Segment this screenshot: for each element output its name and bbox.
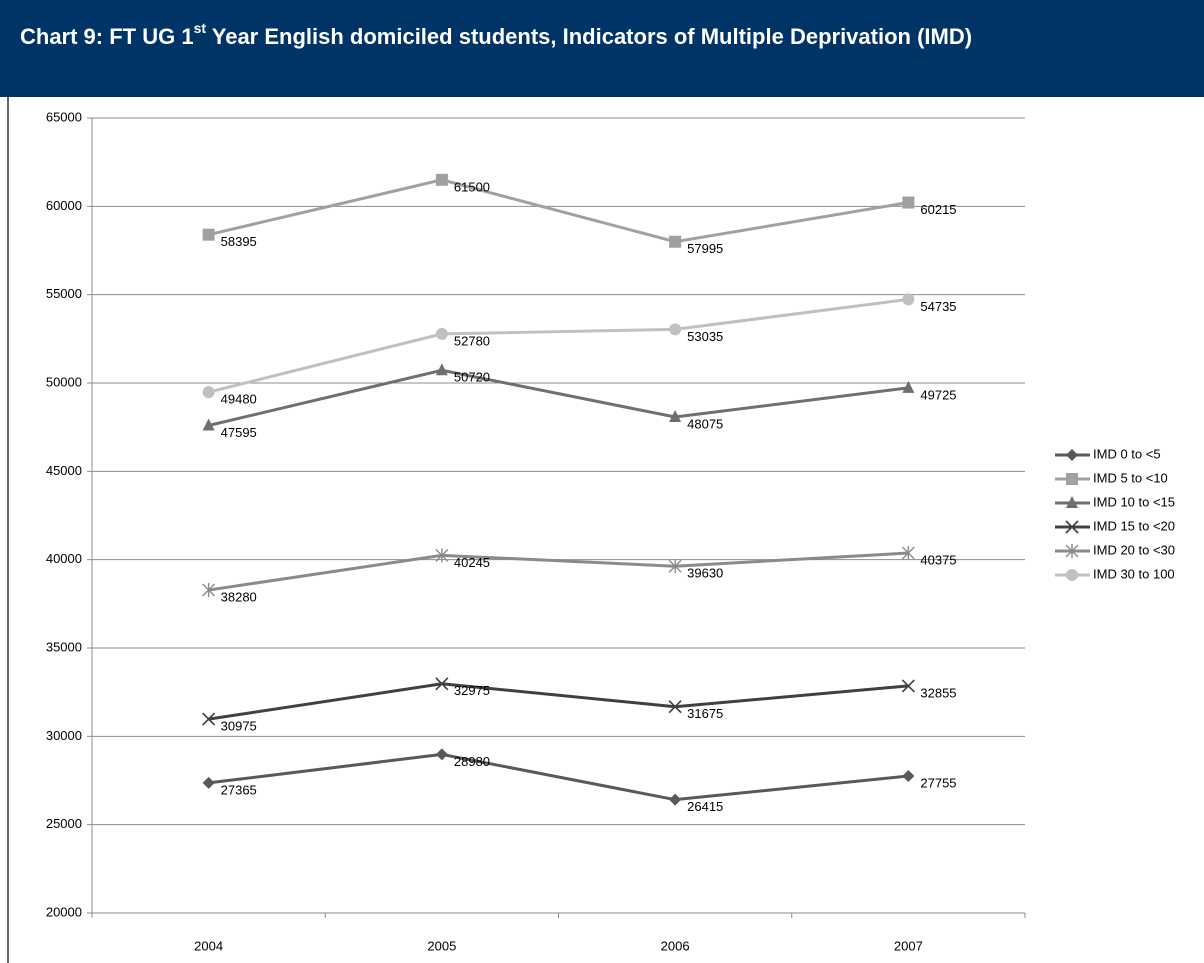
data-label: 49480 bbox=[221, 392, 257, 407]
data-label: 61500 bbox=[454, 179, 490, 194]
series-line bbox=[208, 682, 909, 721]
marker bbox=[902, 769, 915, 782]
marker bbox=[1066, 496, 1078, 508]
marker bbox=[435, 363, 448, 376]
data-label: 27365 bbox=[221, 782, 257, 797]
y-tick-label: 35000 bbox=[46, 639, 82, 654]
data-label: 40245 bbox=[454, 555, 490, 570]
y-tick-label: 40000 bbox=[46, 551, 82, 566]
x-tick-label: 2005 bbox=[427, 938, 456, 953]
legend-label: IMD 5 to <10 bbox=[1093, 470, 1168, 485]
y-tick-label: 55000 bbox=[46, 286, 82, 301]
marker bbox=[1065, 520, 1079, 534]
data-label: 31675 bbox=[687, 706, 723, 721]
series-line bbox=[208, 752, 909, 802]
title-part: Chart 9: FT UG 1 bbox=[20, 24, 194, 49]
x-tick-label: 2006 bbox=[661, 938, 690, 953]
marker bbox=[435, 173, 448, 186]
x-tick-label: 2007 bbox=[894, 938, 923, 953]
marker bbox=[902, 196, 915, 209]
series-line bbox=[208, 178, 909, 244]
marker bbox=[669, 235, 682, 248]
y-tick-label: 20000 bbox=[46, 904, 82, 919]
marker bbox=[202, 712, 216, 726]
data-label: 60215 bbox=[920, 202, 956, 217]
data-label: 57995 bbox=[687, 241, 723, 256]
data-label: 27755 bbox=[920, 775, 956, 790]
y-tick-label: 25000 bbox=[46, 816, 82, 831]
marker bbox=[202, 418, 215, 431]
data-label: 54735 bbox=[920, 299, 956, 314]
data-label: 26415 bbox=[687, 799, 723, 814]
marker bbox=[902, 293, 915, 306]
marker bbox=[1066, 569, 1078, 581]
marker bbox=[435, 327, 448, 340]
marker bbox=[902, 380, 915, 393]
y-tick-label: 65000 bbox=[46, 109, 82, 124]
marker bbox=[901, 679, 915, 693]
marker bbox=[1065, 544, 1079, 558]
y-tick-label: 45000 bbox=[46, 463, 82, 478]
legend-label: IMD 10 to <15 bbox=[1093, 494, 1175, 509]
x-tick-label: 2004 bbox=[194, 938, 223, 953]
y-tick-label: 30000 bbox=[46, 728, 82, 743]
data-label: 30975 bbox=[221, 719, 257, 734]
marker bbox=[202, 776, 215, 789]
data-label: 32975 bbox=[454, 683, 490, 698]
marker bbox=[1066, 449, 1078, 461]
marker bbox=[435, 748, 448, 761]
legend-label: IMD 20 to <30 bbox=[1093, 542, 1175, 557]
y-tick-label: 50000 bbox=[46, 374, 82, 389]
data-label: 28980 bbox=[454, 754, 490, 769]
data-label: 50720 bbox=[454, 370, 490, 385]
data-label: 32855 bbox=[920, 685, 956, 700]
marker bbox=[202, 583, 216, 598]
marker bbox=[669, 410, 682, 423]
data-label: 49725 bbox=[920, 387, 956, 402]
marker bbox=[1066, 473, 1078, 485]
legend-label: IMD 30 to 100 bbox=[1093, 566, 1175, 581]
marker bbox=[668, 700, 682, 714]
marker bbox=[669, 323, 682, 336]
series-line bbox=[208, 368, 909, 427]
legend-label: IMD 15 to <20 bbox=[1093, 518, 1175, 533]
marker bbox=[668, 559, 682, 574]
data-label: 39630 bbox=[687, 566, 723, 581]
data-label: 47595 bbox=[221, 425, 257, 440]
title-superscript: st bbox=[194, 20, 207, 36]
series-line bbox=[208, 297, 909, 394]
marker bbox=[901, 546, 915, 561]
data-label: 40375 bbox=[920, 552, 956, 567]
title-part: Year English domiciled students, Indicat… bbox=[206, 24, 972, 49]
header-band bbox=[0, 0, 1204, 97]
data-label: 53035 bbox=[687, 329, 723, 344]
data-label: 58395 bbox=[221, 234, 257, 249]
legend-label: IMD 0 to <5 bbox=[1093, 446, 1161, 461]
marker bbox=[435, 677, 449, 691]
marker bbox=[202, 228, 215, 241]
data-label: 52780 bbox=[454, 333, 490, 348]
data-label: 38280 bbox=[221, 589, 257, 604]
chart-title: Chart 9: FT UG 1st Year English domicile… bbox=[20, 20, 972, 49]
marker bbox=[435, 548, 449, 563]
marker bbox=[202, 386, 215, 399]
marker bbox=[669, 793, 682, 806]
data-label: 48075 bbox=[687, 416, 723, 431]
y-tick-label: 60000 bbox=[46, 198, 82, 213]
series-line bbox=[208, 551, 909, 592]
